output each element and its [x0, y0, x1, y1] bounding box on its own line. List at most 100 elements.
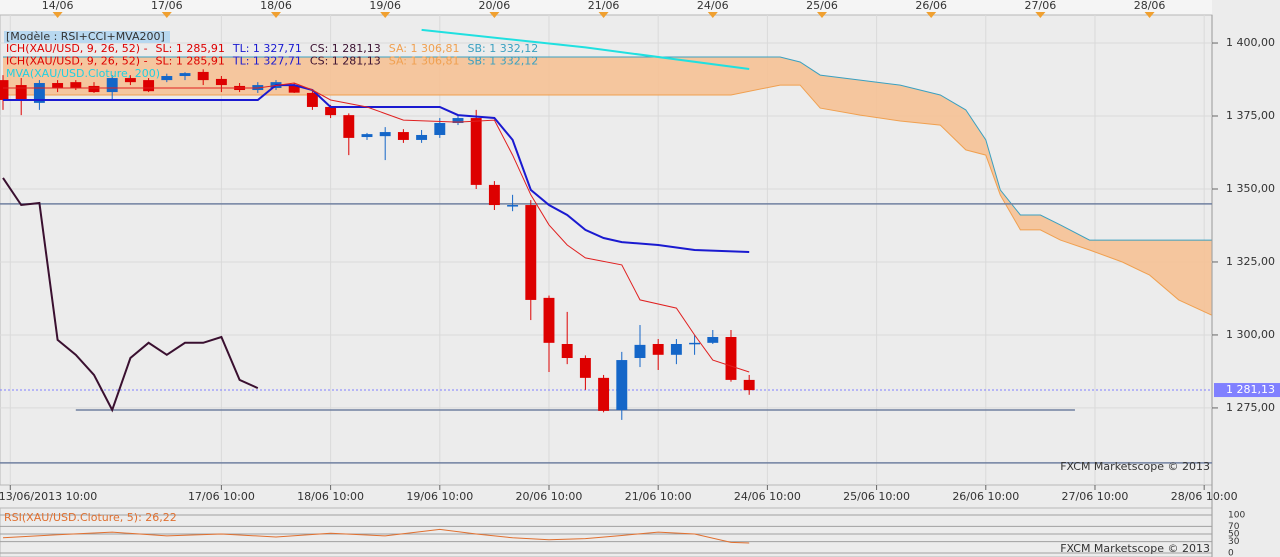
- candle-body: [52, 83, 64, 88]
- candle-body: [561, 344, 573, 359]
- x-tick-label: 18/06 10:00: [297, 490, 364, 503]
- candle-body: [525, 205, 537, 300]
- top-tick: [1144, 12, 1155, 18]
- candle-body: [361, 134, 373, 138]
- candle-body: [70, 82, 82, 88]
- x-tick-label: 13/06/2013 10:00: [0, 490, 97, 503]
- candle-body: [124, 78, 136, 83]
- legend-entry: MVA(XAU/USD.Cloture, 200): [6, 67, 160, 80]
- legend-entry: ICH(XAU/USD, 9, 26, 52) -: [6, 55, 148, 68]
- rsi-line: [2, 528, 750, 544]
- indicator-line: [3, 84, 750, 253]
- y-tick-label: 1 400,00: [1226, 36, 1275, 49]
- top-tick-label: 14/06: [42, 0, 74, 12]
- top-tick-label: 28/06: [1134, 0, 1166, 12]
- candle-body: [670, 344, 682, 355]
- candle-body: [306, 92, 318, 107]
- x-tick-label: 20/06 10:00: [516, 490, 583, 503]
- y-tick-label: 0: [1228, 549, 1234, 557]
- candle-body: [452, 118, 464, 124]
- y-tick-label: 50: [1228, 530, 1240, 540]
- price-label: 1 281,13: [1226, 383, 1275, 396]
- cloud-lower: [3, 84, 1212, 316]
- legend-entry: SB: 1 332,12: [467, 42, 538, 55]
- candle-body: [88, 85, 100, 93]
- candle-body: [689, 342, 701, 345]
- legend-entry: TL: 1 327,71: [232, 55, 302, 68]
- candle-body: [634, 344, 646, 359]
- top-tick: [489, 12, 500, 18]
- header: [Modèle : RSI+CCI+MVA200]: [6, 30, 165, 43]
- candle-body: [543, 297, 555, 343]
- top-tick: [598, 12, 609, 18]
- legend-entry: SA: 1 306,81: [389, 42, 460, 55]
- top-tick-label: 25/06: [806, 0, 838, 12]
- candle-body: [616, 360, 628, 410]
- candle-body: [743, 379, 755, 391]
- legend-entry: SL: 1 285,91: [156, 55, 225, 68]
- top-tick: [707, 12, 718, 18]
- indicator-line: [421, 28, 750, 70]
- candle-body: [579, 358, 591, 378]
- legend-entry: CS: 1 281,13: [310, 42, 381, 55]
- top-tick: [816, 12, 827, 18]
- watermark: FXCM Marketscope © 2013: [1060, 460, 1210, 473]
- y-tick-label: 1 375,00: [1226, 109, 1275, 122]
- top-tick: [1035, 12, 1046, 18]
- candle-body: [725, 336, 737, 380]
- top-tick: [380, 12, 391, 18]
- top-tick-label: 17/06: [151, 0, 183, 12]
- top-tick: [52, 12, 63, 18]
- candle-body: [707, 336, 719, 343]
- candle-body: [379, 132, 391, 137]
- top-tick: [926, 12, 937, 18]
- header-box: [4, 31, 170, 43]
- top-date-strip: [0, 0, 1212, 15]
- x-tick-label: 19/06 10:00: [406, 490, 473, 503]
- legend-entry: CS: 1 281,13: [310, 55, 381, 68]
- watermark: FXCM Marketscope © 2013: [1060, 542, 1210, 555]
- candle-body: [652, 344, 664, 355]
- rsi-panel: [0, 507, 1213, 557]
- top-tick: [161, 12, 172, 18]
- top-tick-label: 19/06: [369, 0, 401, 12]
- x-tick-label: 21/06 10:00: [625, 490, 692, 503]
- candle-body: [106, 78, 118, 93]
- rsi-title: RSI(XAU/USD.Cloture, 5): 26,22: [4, 511, 177, 524]
- top-tick-label: 21/06: [588, 0, 620, 12]
- y-tick-label: 1 325,00: [1226, 255, 1275, 268]
- candle-body: [179, 73, 191, 77]
- y-tick-label: 70: [1228, 522, 1240, 532]
- x-tick-label: 24/06 10:00: [734, 490, 801, 503]
- candle-body: [416, 134, 428, 140]
- candle-body: [288, 85, 300, 93]
- x-tick-label: 28/06 10:00: [1171, 490, 1238, 503]
- candle-body: [470, 118, 482, 185]
- y-tick-label: 100: [1228, 511, 1245, 521]
- price-label-box: [1214, 383, 1280, 398]
- legend-entry: ICH(XAU/USD, 9, 26, 52) -: [6, 42, 148, 55]
- candle-body: [397, 132, 409, 140]
- candle-body: [507, 205, 519, 207]
- top-tick-label: 20/06: [479, 0, 511, 12]
- y-tick-label: 1 350,00: [1226, 182, 1275, 195]
- top-tick-label: 18/06: [260, 0, 292, 12]
- y-tick-label: 1 275,00: [1226, 401, 1275, 414]
- top-tick-label: 27/06: [1025, 0, 1057, 12]
- y-tick-label: 1 300,00: [1226, 328, 1275, 341]
- candle-body: [0, 80, 9, 100]
- candle-body: [325, 106, 337, 116]
- top-tick-label: 24/06: [697, 0, 729, 12]
- candle-body: [343, 115, 355, 138]
- legend-entry: TL: 1 327,71: [232, 42, 302, 55]
- legend-entry: SB: 1 332,12: [467, 55, 538, 68]
- legend-entry: SL: 1 285,91: [156, 42, 225, 55]
- candle-body: [215, 78, 227, 86]
- indicator-line: [3, 82, 750, 373]
- x-tick-label: 27/06 10:00: [1062, 490, 1129, 503]
- candle-body: [434, 123, 446, 135]
- candle-body: [598, 377, 610, 411]
- candle-body: [161, 76, 173, 81]
